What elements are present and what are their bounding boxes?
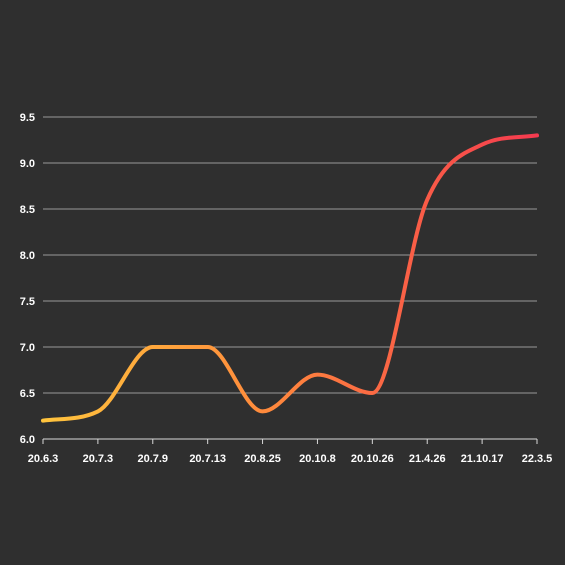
x-tick-label: 20.10.26 [351, 453, 394, 465]
y-tick-label: 7.5 [20, 296, 35, 308]
x-tick-label: 20.7.3 [83, 453, 114, 465]
x-tick-label: 20.7.13 [189, 453, 226, 465]
x-tick-label: 20.8.25 [244, 453, 281, 465]
x-tick-label: 21.10.17 [461, 453, 504, 465]
series-layer [41, 133, 539, 423]
x-tick-label: 21.4.26 [409, 453, 446, 465]
grid-lines [43, 116, 537, 394]
y-tick-label: 9.0 [20, 158, 35, 170]
x-tick-label: 20.10.8 [299, 453, 336, 465]
x-axis [42, 438, 538, 444]
y-tick-labels: 6.0 6.5 7.0 7.5 8.0 8.5 9.0 9.5 [20, 112, 35, 446]
x-tick-label: 22.3.5 [522, 453, 553, 465]
y-tick-label: 9.5 [20, 112, 35, 124]
x-tick-labels: 20.6.3 20.7.3 20.7.9 20.7.13 20.8.25 20.10.8 2… [28, 453, 553, 465]
x-tick-label: 20.6.3 [28, 453, 59, 465]
series-line [41, 133, 539, 423]
y-tick-label: 8.5 [20, 204, 35, 216]
y-tick-label: 7.0 [20, 342, 35, 354]
y-tick-label: 6.5 [20, 388, 35, 400]
x-tick-label: 20.7.9 [137, 453, 168, 465]
y-tick-label: 6.0 [20, 434, 35, 446]
y-tick-label: 8.0 [20, 250, 35, 262]
